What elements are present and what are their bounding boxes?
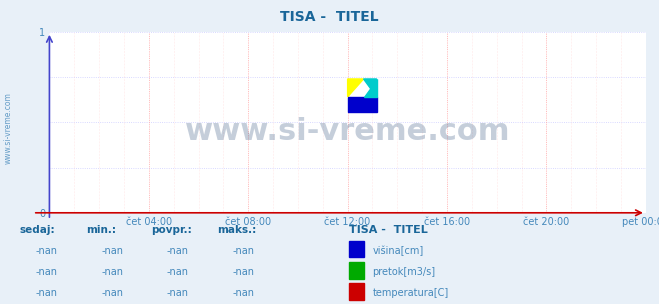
Text: pretok[m3/s]: pretok[m3/s] [372, 267, 436, 277]
Text: višina[cm]: višina[cm] [372, 246, 424, 256]
Text: min.:: min.: [86, 225, 116, 234]
Text: maks.:: maks.: [217, 225, 257, 234]
Text: -nan: -nan [233, 246, 255, 256]
Text: -nan: -nan [101, 267, 123, 277]
Text: -nan: -nan [167, 246, 189, 256]
Polygon shape [348, 97, 376, 112]
Text: sedaj:: sedaj: [20, 225, 55, 234]
Text: -nan: -nan [101, 246, 123, 256]
Text: -nan: -nan [233, 267, 255, 277]
Text: www.si-vreme.com: www.si-vreme.com [3, 92, 13, 164]
Text: temperatura[C]: temperatura[C] [372, 288, 449, 298]
Text: TISA -  TITEL: TISA - TITEL [280, 10, 379, 24]
Text: -nan: -nan [167, 267, 189, 277]
Polygon shape [348, 79, 364, 97]
Text: -nan: -nan [35, 267, 57, 277]
Text: -nan: -nan [35, 288, 57, 298]
Text: -nan: -nan [101, 288, 123, 298]
Text: -nan: -nan [167, 288, 189, 298]
Text: -nan: -nan [233, 288, 255, 298]
Polygon shape [364, 79, 376, 97]
Text: www.si-vreme.com: www.si-vreme.com [185, 117, 510, 146]
Text: -nan: -nan [35, 246, 57, 256]
Polygon shape [364, 79, 376, 97]
Text: TISA -  TITEL: TISA - TITEL [349, 225, 428, 234]
Text: povpr.:: povpr.: [152, 225, 192, 234]
